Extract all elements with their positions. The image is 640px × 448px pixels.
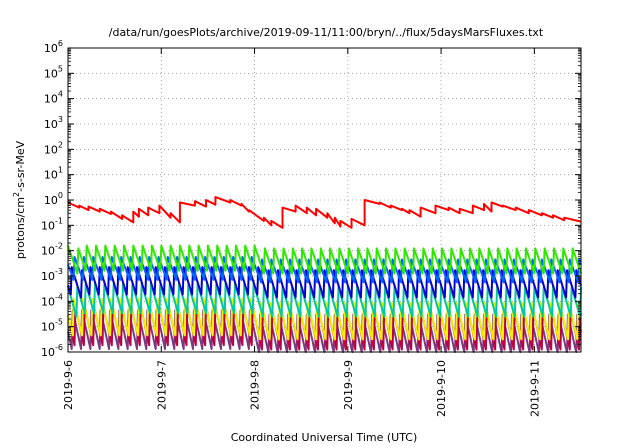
y-tick-exponent: -2 [55,242,63,251]
y-tick-label: 10-6 [41,343,63,359]
y-axis-label: protons/cm2-s-sr-MeV [12,140,27,259]
y-tick-label: 10-2 [41,242,63,258]
series-layer [67,196,582,353]
y-tick-label: 10-3 [41,267,63,283]
y-tick-exponent: 2 [58,140,63,149]
y-tick-base: 10 [41,295,55,308]
y-tick-exponent: 1 [58,166,63,175]
y-tick-label: 101 [44,166,63,182]
y-tick-label: 10-4 [41,292,63,308]
y-tick-base: 10 [41,245,55,258]
y-tick-label: 104 [44,90,63,106]
y-tick-exponent: 0 [58,191,63,200]
series-line-2 [67,256,582,284]
y-tick-base: 10 [44,143,58,156]
y-tick-exponent: -1 [55,216,63,225]
y-tick-label: 10-5 [41,318,63,334]
series-line-3 [67,266,582,299]
y-tick-exponent: 6 [58,39,63,48]
y-tick-base: 10 [44,93,58,106]
x-tick-label: 2019-9-8 [249,360,262,410]
y-tick-exponent: -3 [55,267,63,276]
y-axis-label-suffix: -s-sr-MeV [14,140,27,191]
y-tick-base: 10 [41,346,55,359]
y-tick-label: 102 [44,140,63,156]
y-tick-exponent: 4 [58,90,63,99]
y-tick-exponent: -6 [55,343,63,352]
y-tick-base: 10 [44,169,58,182]
x-axis-ticks: 2019-9-6 2019-9-7 2019-9-8 2019-9-9 2019-9-1… [62,48,541,417]
y-tick-label: 10-1 [41,216,63,232]
y-tick-base: 10 [44,67,58,80]
x-tick-label: 2019-9-9 [342,360,355,410]
y-tick-exponent: -5 [55,318,63,327]
x-tick-label: 2019-9-11 [528,360,541,417]
y-tick-base: 10 [41,321,55,334]
y-axis-label-prefix: protons/cm [14,197,27,259]
y-tick-exponent: -4 [55,292,63,301]
x-tick-label: 2019-9-10 [435,360,448,417]
y-tick-label: 103 [44,115,63,131]
series-line-1 [67,244,582,275]
y-tick-label: 100 [44,191,63,207]
series-line-0 [67,196,582,229]
y-tick-base: 10 [44,194,58,207]
y-tick-base: 10 [44,118,58,131]
y-axis-label-sup: 2 [12,192,21,197]
x-axis-label: Coordinated Universal Time (UTC) [231,431,418,444]
x-tick-label: 2019-9-6 [62,360,75,410]
x-tick-label: 2019-9-7 [155,360,168,410]
y-tick-base: 10 [41,270,55,283]
y-tick-label: 105 [44,64,63,80]
y-tick-exponent: 5 [58,64,63,73]
y-axis-ticks: 10-610-510-410-310-210-11001011021031041… [41,39,581,359]
chart-title: /data/run/goesPlots/archive/2019-09-11/1… [109,26,544,39]
y-tick-label: 106 [44,39,63,55]
y-tick-base: 10 [44,42,58,55]
y-tick-exponent: 3 [58,115,63,124]
y-tick-base: 10 [41,219,55,232]
